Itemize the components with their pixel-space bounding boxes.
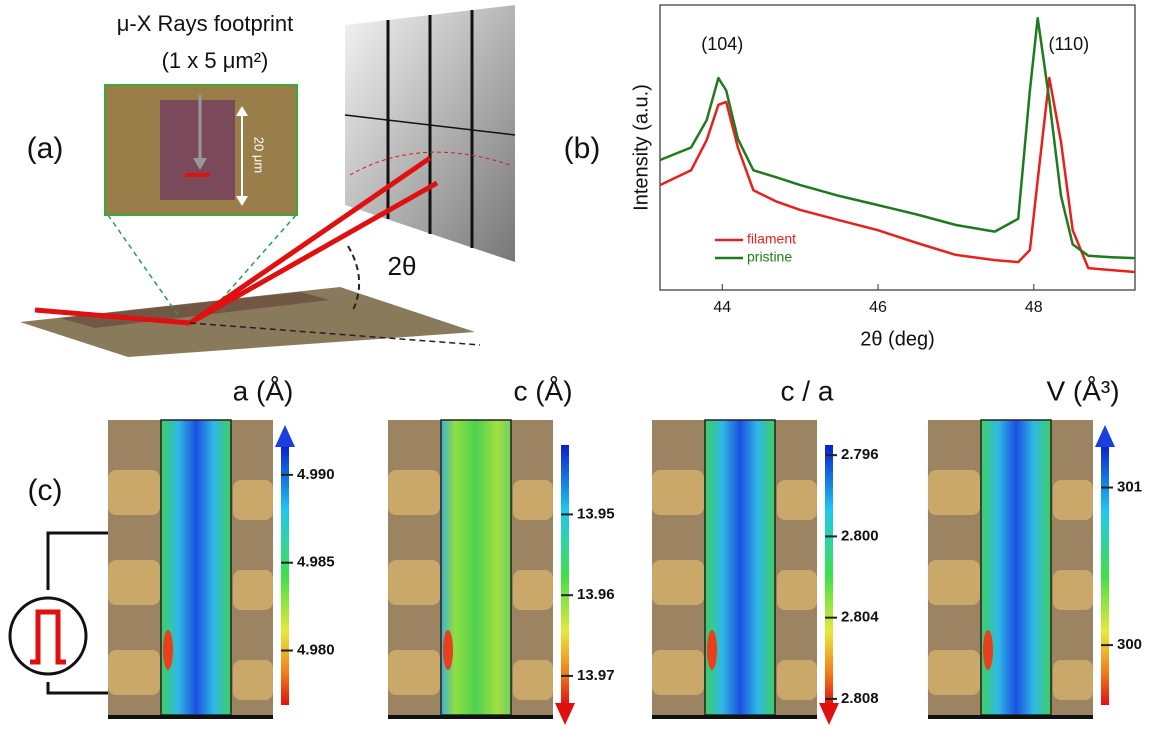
map-hotspot xyxy=(983,630,993,670)
beam-incident xyxy=(34,307,191,326)
sample-plane xyxy=(20,287,475,357)
colorbar xyxy=(281,445,289,705)
colorbar-tick-label: 2.796 xyxy=(841,446,879,463)
colorbar-tick-label: 13.95 xyxy=(577,505,615,522)
panel-label: (c) xyxy=(28,474,63,507)
map-electrode xyxy=(652,650,704,695)
map-electrode xyxy=(777,480,817,520)
colorbar-tick-label: 301 xyxy=(1117,479,1142,496)
footprint-title: μ-X Rays footprint xyxy=(117,11,294,36)
colorbar-tick-label: 4.990 xyxy=(297,466,335,483)
map-hotspot xyxy=(163,630,173,670)
colorbar-tick-label: 2.800 xyxy=(841,527,879,544)
angle-arc xyxy=(347,245,361,313)
colorbar-tick-label: 13.96 xyxy=(577,586,615,603)
map-electrode xyxy=(513,570,553,610)
map-electrode xyxy=(388,560,440,605)
panel-label: (b) xyxy=(564,132,601,165)
map-electrode xyxy=(1053,570,1093,610)
map-electrode xyxy=(513,660,553,700)
panel-label: (a) xyxy=(27,132,64,165)
beam-diffracted xyxy=(188,155,432,326)
map-electrode xyxy=(388,470,440,515)
map-electrode xyxy=(928,560,980,605)
pointer-arrow-head xyxy=(193,158,207,170)
map-electrode xyxy=(652,560,704,605)
detector-gap xyxy=(344,114,516,136)
scale-label: 20 μm xyxy=(252,137,267,173)
peak-label: (104) xyxy=(701,34,743,54)
map-title: V (Å³) xyxy=(1046,375,1119,406)
x-axis-label: 2θ (deg) xyxy=(860,328,935,350)
map-electrode xyxy=(928,470,980,515)
map-title: c (Å) xyxy=(513,375,572,406)
colorbar-tick-label: 2.808 xyxy=(841,690,879,707)
legend-label: pristine xyxy=(747,249,792,265)
map-title: c / a xyxy=(781,375,834,406)
line-series xyxy=(659,16,1136,260)
map-baseline xyxy=(652,715,817,719)
diffraction-ring xyxy=(349,151,511,176)
colorbar xyxy=(1101,445,1109,705)
map-electrode xyxy=(1053,660,1093,700)
map-title: a (Å) xyxy=(233,375,294,406)
legend-label: filament xyxy=(747,231,796,247)
map-electrode xyxy=(777,570,817,610)
colorbar-arrow xyxy=(1095,425,1115,447)
y-axis-label: Intensity (a.u.) xyxy=(630,84,652,211)
beam-axis xyxy=(189,322,481,346)
colorbar-arrow xyxy=(275,425,295,447)
footprint-size: (1 x 5 μm²) xyxy=(162,48,269,73)
zoom-line xyxy=(204,214,297,319)
peak-label: (110) xyxy=(1048,34,1089,54)
zoom-line xyxy=(107,214,181,319)
map-electrode xyxy=(108,560,160,605)
scale-bar-head xyxy=(236,196,248,206)
plot-frame xyxy=(659,4,1136,291)
map-stripe xyxy=(160,419,232,716)
map-stripe xyxy=(704,419,776,716)
colorbar-arrow xyxy=(819,703,839,725)
map-electrode xyxy=(108,470,160,515)
angle-label: 2θ xyxy=(388,251,417,281)
map-hotspot xyxy=(443,630,453,670)
colorbar xyxy=(561,445,569,705)
x-tick-label: 48 xyxy=(1025,299,1043,316)
map-electrode xyxy=(233,660,273,700)
map-stripe xyxy=(980,419,1052,716)
map-electrode xyxy=(652,470,704,515)
colorbar-tick-label: 2.804 xyxy=(841,609,879,626)
map-electrode xyxy=(233,480,273,520)
map-baseline xyxy=(928,715,1093,719)
map-electrode xyxy=(513,480,553,520)
colorbar-tick-label: 13.97 xyxy=(577,667,615,684)
colorbar-tick-label: 4.980 xyxy=(297,642,335,659)
map-stripe xyxy=(440,419,512,716)
map-baseline xyxy=(388,715,553,719)
x-tick-label: 46 xyxy=(869,299,887,316)
map-electrode xyxy=(388,650,440,695)
line-series xyxy=(659,76,1136,274)
colorbar-tick-label: 4.985 xyxy=(297,554,335,571)
map-electrode xyxy=(108,650,160,695)
colorbar xyxy=(825,445,833,705)
x-tick-label: 44 xyxy=(713,299,731,316)
map-hotspot xyxy=(707,630,717,670)
map-baseline xyxy=(108,715,273,719)
beam-diffracted xyxy=(188,180,439,326)
schematic: μ-X Rays footprint (1 x 5 μm²) 20 μm 2θ xyxy=(20,5,516,357)
map-electrode xyxy=(233,570,273,610)
colorbar-arrow xyxy=(555,703,575,725)
map-electrode xyxy=(1053,480,1093,520)
scale-bar-head xyxy=(236,106,248,116)
colorbar-tick-label: 300 xyxy=(1117,636,1142,653)
map-electrode xyxy=(777,660,817,700)
map-electrode xyxy=(928,650,980,695)
inset-channel xyxy=(160,100,235,200)
